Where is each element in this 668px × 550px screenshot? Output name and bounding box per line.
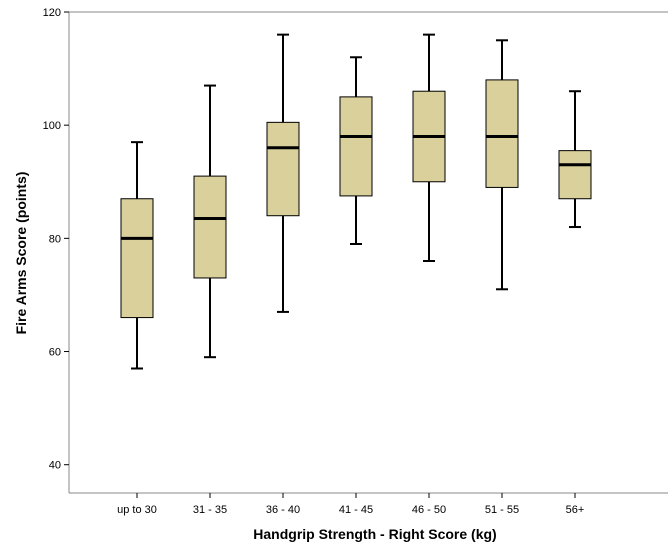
box-6 bbox=[485, 39, 519, 291]
y-tick-label: 120 bbox=[43, 7, 61, 19]
box-body bbox=[193, 175, 227, 279]
x-tick-label: 56+ bbox=[566, 504, 585, 516]
box-2 bbox=[193, 84, 227, 359]
x-tick-label: 31 - 35 bbox=[193, 504, 227, 516]
y-tick-label: 60 bbox=[49, 347, 61, 359]
box-1 bbox=[120, 141, 154, 370]
y-axis: 40 60 80 100 120 bbox=[43, 7, 69, 472]
y-axis-title: Fire Arms Score (points) bbox=[13, 172, 29, 335]
box-series bbox=[120, 33, 592, 370]
box-7 bbox=[558, 90, 592, 229]
x-tick-label: 36 - 40 bbox=[266, 504, 300, 516]
x-tick-label: 51 - 55 bbox=[485, 504, 519, 516]
box-body bbox=[266, 121, 300, 217]
x-tick-label: 46 - 50 bbox=[412, 504, 446, 516]
box-4 bbox=[339, 56, 373, 246]
x-tick-label: up to 30 bbox=[117, 504, 157, 516]
x-axis-title: Handgrip Strength - Right Score (kg) bbox=[253, 526, 496, 542]
box-body bbox=[339, 96, 373, 197]
y-tick-label: 100 bbox=[43, 120, 61, 132]
y-tick-label: 40 bbox=[49, 460, 61, 472]
x-tick-label: 41 - 45 bbox=[339, 504, 373, 516]
plot-frame bbox=[68, 11, 668, 494]
box-body bbox=[485, 79, 519, 188]
x-axis: up to 30 31 - 35 36 - 40 41 - 45 46 - 50 51 -… bbox=[117, 493, 584, 516]
box-5 bbox=[412, 33, 446, 262]
box-body bbox=[120, 198, 154, 319]
y-tick-label: 80 bbox=[49, 233, 61, 245]
box-3 bbox=[266, 33, 300, 313]
box-body bbox=[558, 150, 592, 200]
